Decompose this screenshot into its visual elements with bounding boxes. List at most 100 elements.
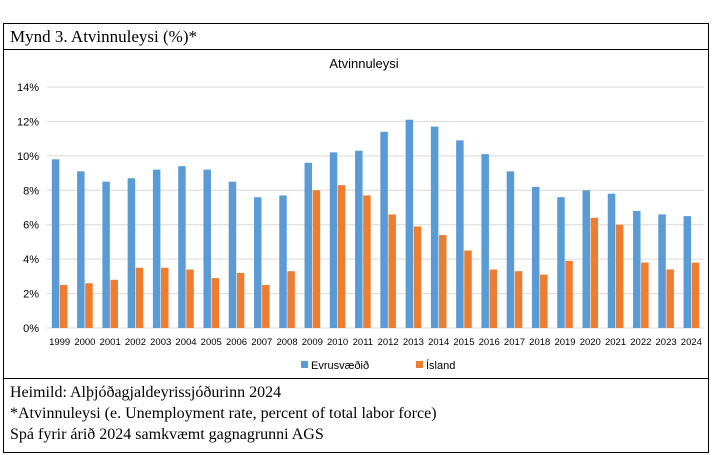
bar-evrusvaedid-2012 <box>380 131 388 328</box>
bar-island-2005 <box>211 278 220 328</box>
bars <box>51 119 700 328</box>
bar-island-1999 <box>59 284 68 328</box>
x-tick-label: 2000 <box>74 337 95 348</box>
x-tick-label: 2020 <box>580 337 601 348</box>
bar-island-2023 <box>666 269 674 328</box>
x-tick-label: 1999 <box>49 337 70 348</box>
x-tick-label: 2023 <box>656 337 677 348</box>
bar-evrusvaedid-2011 <box>355 150 363 328</box>
x-tick-label: 2011 <box>353 337 373 348</box>
bar-island-2000 <box>85 283 93 328</box>
bar-evrusvaedid-2006 <box>228 181 237 328</box>
bar-island-2003 <box>161 267 169 328</box>
chart-area: Atvinnuleysi 0% 2% 4% 6% 8% 10% 12% 14% 1999 200… <box>4 50 708 378</box>
y-tick-label: 6% <box>23 220 39 232</box>
bar-evrusvaedid-2010 <box>329 152 338 328</box>
bar-evrusvaedid-2005 <box>203 169 211 328</box>
x-tick-label: 2018 <box>529 337 550 348</box>
bar-evrusvaedid-2004 <box>178 166 186 328</box>
x-tick-label: 2001 <box>100 337 121 348</box>
y-tick-label: 8% <box>23 185 39 197</box>
x-tick-label: 2007 <box>251 337 272 348</box>
y-tick-label: 2% <box>23 289 39 301</box>
bar-evrusvaedid-2008 <box>279 195 287 328</box>
forecast-note: Spá fyrir árið 2024 samkvæmt gagnagrunni… <box>10 426 324 443</box>
bar-evrusvaedid-2007 <box>253 197 262 328</box>
bar-island-2002 <box>135 267 144 328</box>
y-tick-label: 4% <box>23 254 39 266</box>
bar-island-2016 <box>489 269 498 328</box>
x-tick-label: 2003 <box>150 337 171 348</box>
bar-evrusvaedid-2021 <box>607 193 616 328</box>
bar-island-2011 <box>363 195 371 328</box>
gridlines <box>47 86 704 329</box>
x-tick-label: 2019 <box>554 337 575 348</box>
footer-divider <box>3 378 709 379</box>
x-tick-label: 2015 <box>453 337 474 348</box>
bar-evrusvaedid-2002 <box>127 178 136 328</box>
legend-label: Evrusvæðið <box>311 360 369 372</box>
bar-evrusvaedid-2019 <box>557 197 565 328</box>
bar-island-2019 <box>565 260 573 328</box>
figure-header: Mynd 3. Atvinnuleysi (%)* <box>3 23 709 50</box>
x-tick-label: 2024 <box>681 337 702 348</box>
legend-label: Ísland <box>426 359 455 372</box>
bar-island-2013 <box>413 226 422 328</box>
bar-evrusvaedid-2016 <box>481 154 489 328</box>
bar-island-2020 <box>590 217 599 328</box>
x-tick-label: 2014 <box>428 337 449 348</box>
bar-evrusvaedid-2001 <box>102 181 110 328</box>
x-tick-label: 2012 <box>378 337 399 348</box>
bar-island-2004 <box>186 269 194 328</box>
bar-island-2018 <box>540 274 548 328</box>
x-tick-label: 2013 <box>403 337 424 348</box>
bar-evrusvaedid-2003 <box>152 169 161 328</box>
bar-evrusvaedid-1999 <box>51 159 60 328</box>
bar-island-2006 <box>236 272 245 328</box>
bar-island-2009 <box>312 190 321 328</box>
bar-island-2014 <box>438 235 447 328</box>
bar-evrusvaedid-2018 <box>531 186 540 328</box>
bar-island-2015 <box>464 250 472 328</box>
x-axis-ticks: 1999 2000 2001 2002 2003 2004 2005 2006 2007 2008… <box>49 337 702 348</box>
y-tick-label: 10% <box>17 151 39 163</box>
figure-footer: Heimild: Alþjóðagjaldeyrissjóðurinn 2024… <box>10 382 437 445</box>
chart-title: Atvinnuleysi <box>329 56 398 71</box>
legend-swatch <box>416 361 423 368</box>
y-tick-label: 0% <box>23 323 39 335</box>
bar-chart: Atvinnuleysi 0% 2% 4% 6% 8% 10% 12% 14% 1999 200… <box>17 56 704 372</box>
x-tick-label: 2006 <box>226 337 247 348</box>
bar-island-2007 <box>262 284 270 328</box>
bar-island-2022 <box>641 262 649 328</box>
bar-evrusvaedid-2013 <box>405 119 414 328</box>
x-tick-label: 2004 <box>175 337 196 348</box>
bar-evrusvaedid-2009 <box>304 162 313 328</box>
y-tick-label: 12% <box>17 116 39 128</box>
bar-evrusvaedid-2014 <box>430 126 439 328</box>
x-tick-label: 2009 <box>302 337 323 348</box>
legend-swatch <box>301 361 308 368</box>
y-tick-label: 14% <box>17 82 39 94</box>
bar-evrusvaedid-2000 <box>77 171 85 328</box>
x-tick-label: 2016 <box>479 337 500 348</box>
bar-evrusvaedid-2017 <box>506 171 515 328</box>
unemployment-note: *Atvinnuleysi (e. Unemployment rate, per… <box>10 405 437 422</box>
legend: Evrusvæðið Ísland <box>301 359 455 372</box>
bar-evrusvaedid-2020 <box>582 190 590 328</box>
x-tick-label: 2005 <box>201 337 222 348</box>
bar-island-2010 <box>337 185 346 328</box>
bar-evrusvaedid-2023 <box>658 214 666 328</box>
figure-title: Mynd 3. Atvinnuleysi (%)* <box>10 27 197 46</box>
x-tick-label: 2008 <box>276 337 297 348</box>
bar-island-2017 <box>514 271 523 328</box>
y-axis-ticks: 0% 2% 4% 6% 8% 10% 12% 14% <box>17 82 39 335</box>
bar-evrusvaedid-2022 <box>633 210 641 328</box>
x-tick-label: 2022 <box>630 337 651 348</box>
x-tick-label: 2017 <box>504 337 525 348</box>
bar-island-2001 <box>110 279 118 328</box>
bar-evrusvaedid-2024 <box>683 216 692 328</box>
bar-island-2021 <box>615 224 624 328</box>
bar-island-2008 <box>287 271 295 328</box>
x-tick-label: 2002 <box>125 337 146 348</box>
bar-island-2012 <box>388 214 396 328</box>
